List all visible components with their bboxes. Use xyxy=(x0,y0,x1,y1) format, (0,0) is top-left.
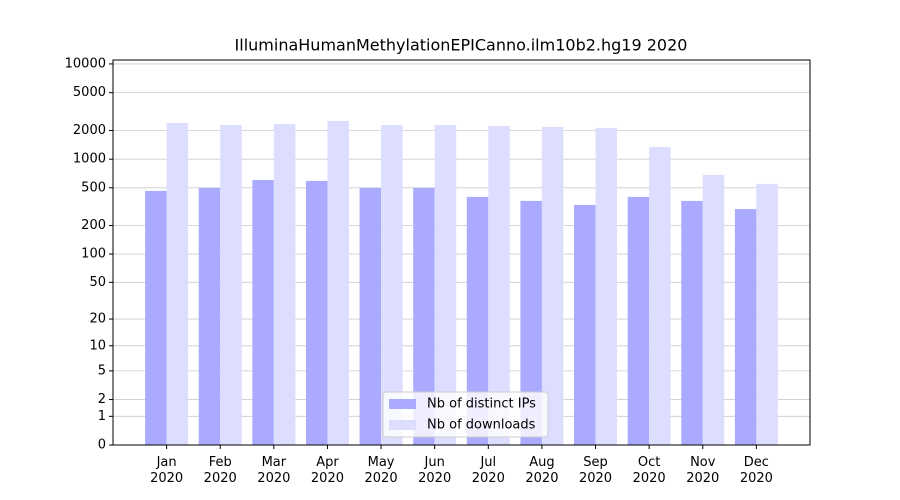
bar xyxy=(220,124,242,445)
bar xyxy=(273,123,296,445)
y-tick-label: 1 xyxy=(98,409,106,424)
x-tick-label: Jan 2020 xyxy=(150,455,183,486)
y-tick-label: 5 xyxy=(98,363,106,378)
x-tick-label: Oct 2020 xyxy=(633,455,666,486)
bar xyxy=(413,187,435,445)
y-tick-label: 500 xyxy=(81,180,106,195)
bar xyxy=(734,209,757,445)
x-tick-label: Jun 2020 xyxy=(418,455,451,486)
bar xyxy=(145,190,167,445)
y-tick-label: 10 xyxy=(89,338,106,353)
legend-label: Nb of distinct IPs xyxy=(427,397,536,412)
bar xyxy=(198,187,221,445)
x-tick-label: May 2020 xyxy=(365,455,398,486)
legend: Nb of distinct IPs Nb of downloads xyxy=(382,391,549,438)
bar xyxy=(166,122,189,445)
bar xyxy=(541,126,564,445)
x-tick-label: Jul 2020 xyxy=(472,455,505,486)
legend-swatch xyxy=(389,399,416,409)
y-tick-label: 50 xyxy=(89,275,106,290)
plot-frame xyxy=(112,59,811,446)
bar xyxy=(627,196,650,445)
y-tick-label: 100 xyxy=(81,247,106,262)
x-tick-label: Mar 2020 xyxy=(257,455,290,486)
y-tick-label: 2000 xyxy=(73,123,106,138)
legend-label: Nb of downloads xyxy=(427,418,536,433)
bar xyxy=(305,180,328,445)
x-tick-label: Feb 2020 xyxy=(204,455,237,486)
bar xyxy=(359,187,382,445)
y-tick-label: 20 xyxy=(89,312,106,327)
x-tick-label: Nov 2020 xyxy=(686,455,719,486)
bar xyxy=(756,183,778,445)
bar xyxy=(488,125,510,446)
y-tick-label: 200 xyxy=(81,218,106,233)
bar xyxy=(434,124,457,445)
chart-title: IlluminaHumanMethylationEPICanno.ilm10b2… xyxy=(235,36,688,55)
bar xyxy=(702,174,725,445)
x-tick-label: Apr 2020 xyxy=(311,455,344,486)
bar xyxy=(252,179,274,445)
x-tick-label: Dec 2020 xyxy=(740,455,773,486)
y-tick-label: 1000 xyxy=(73,152,106,167)
bar xyxy=(649,146,671,445)
y-tick-label: 5000 xyxy=(73,85,106,100)
x-tick-label: Sep 2020 xyxy=(579,455,612,486)
y-tick-label: 2 xyxy=(98,392,106,407)
bar xyxy=(595,127,618,445)
bar xyxy=(520,200,542,445)
bar xyxy=(381,124,403,445)
bar xyxy=(681,200,703,445)
bar xyxy=(466,196,489,445)
bar xyxy=(327,120,349,446)
y-tick-label: 10000 xyxy=(65,56,106,71)
bar xyxy=(574,204,596,445)
y-tick-label: 0 xyxy=(98,438,106,453)
x-tick-label: Aug 2020 xyxy=(525,455,558,486)
legend-box xyxy=(382,391,549,438)
legend-swatch xyxy=(389,420,416,430)
